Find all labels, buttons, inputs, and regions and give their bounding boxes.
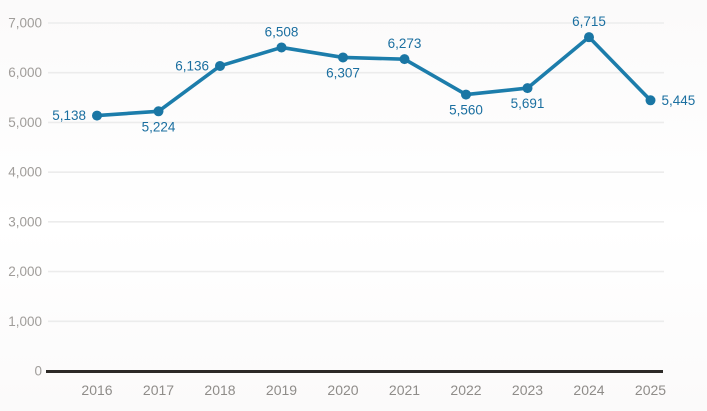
x-axis-tick-label: 2021 [389,382,420,398]
data-point-label: 5,138 [52,108,86,123]
data-point-marker [153,106,164,117]
x-axis-tick-label: 2018 [204,382,235,398]
y-axis-tick-label: 4,000 [8,165,42,180]
data-point-marker [522,83,533,94]
data-point-marker [276,42,287,53]
data-point-marker [92,110,102,121]
data-point-label: 6,508 [265,24,299,39]
y-axis-tick-label: 1,000 [8,314,42,329]
x-axis-tick-label: 2019 [266,382,297,398]
x-axis-tick-label: 2025 [635,382,666,398]
data-point-label: 5,691 [511,96,545,111]
data-point-marker [461,89,471,100]
y-axis-tick-label: 0 [34,364,42,379]
data-point-label: 6,136 [175,58,209,73]
y-axis-tick-label: 7,000 [8,16,42,31]
data-point-marker [338,52,348,63]
data-point-marker [215,60,225,71]
x-axis-tick-label: 2022 [450,382,481,398]
data-point-label: 6,307 [326,65,360,80]
data-point-marker [399,54,410,65]
y-axis-tick-label: 3,000 [8,214,42,229]
data-point-label: 6,273 [388,36,422,51]
series-line [95,35,653,118]
x-axis-tick-label: 2023 [512,382,543,398]
y-axis-tick-label: 2,000 [8,264,42,279]
y-axis-tick-label: 5,000 [8,115,42,130]
data-point-marker [584,32,594,43]
data-point-label: 5,224 [142,119,176,134]
data-point-marker [645,95,656,106]
x-axis-tick-label: 2024 [573,382,604,398]
x-axis-tick-label: 2017 [143,382,174,398]
x-axis-tick-label: 2016 [81,382,112,398]
data-point-label: 6,715 [572,14,606,29]
y-axis-tick-label: 6,000 [8,65,42,80]
data-point-label: 5,445 [662,93,696,108]
x-axis-tick-label: 2020 [327,382,358,398]
data-point-label: 5,560 [449,103,483,118]
